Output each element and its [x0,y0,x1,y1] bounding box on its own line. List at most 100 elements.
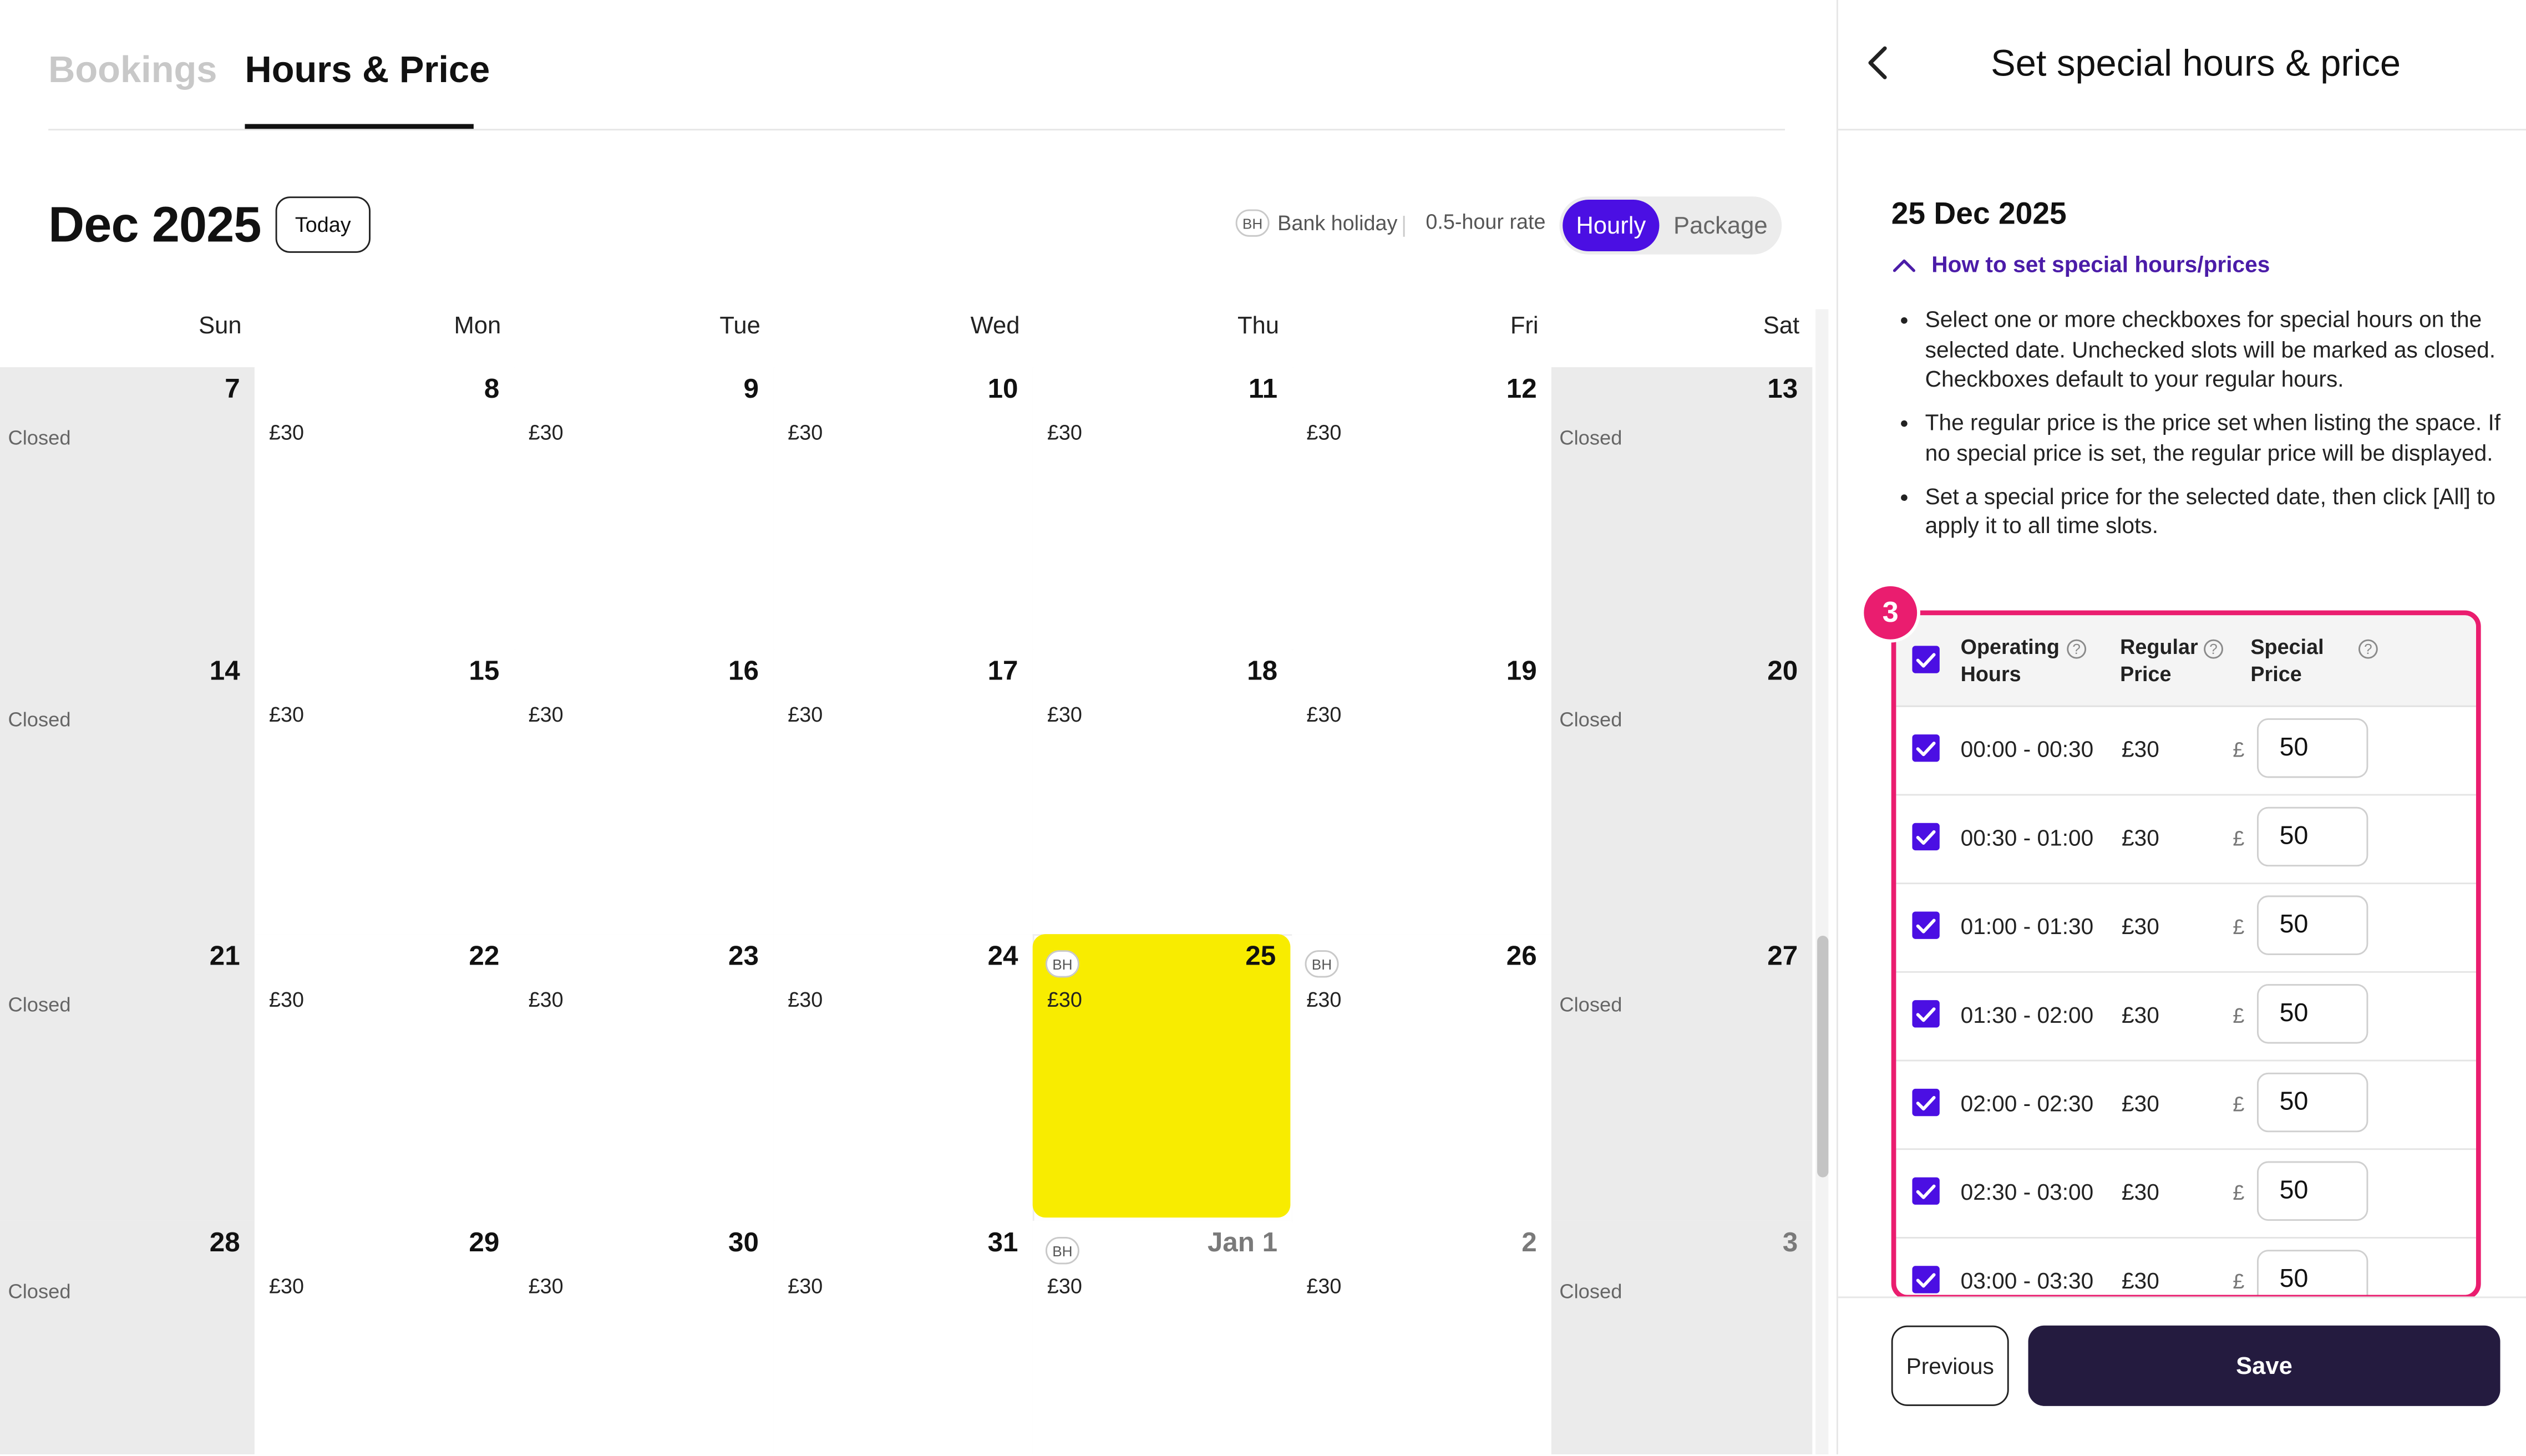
tab-bookings[interactable]: Bookings [48,48,217,90]
day-number: 26 [1506,940,1537,971]
calendar-day-cell[interactable]: 19 £30 [1292,649,1551,935]
calendar-day-cell[interactable]: 15 £30 [254,649,514,935]
column-special-price-line1: Special [2250,635,2324,659]
day-price: £30 [1047,987,1082,1012]
question-circle-icon[interactable]: ? [2067,639,2087,659]
scrollbar-track[interactable] [1815,309,1829,1454]
day-number: 16 [728,655,759,686]
column-regular-price-line1: Regular [2120,635,2198,659]
save-button[interactable]: Save [2028,1325,2500,1406]
calendar-day-cell[interactable]: Jan 1 £30 BH [1032,1220,1292,1454]
select-all-checkbox[interactable] [1912,646,1940,673]
calendar-day-cell[interactable]: 20 Closed [1551,649,1813,935]
day-number: 25 [1245,940,1276,971]
closed-label: Closed [1559,708,1622,732]
closed-label: Closed [1559,427,1622,450]
day-number: 18 [1247,655,1278,686]
calendar-day-cell[interactable]: 18 £30 [1032,649,1292,935]
calendar-day-cell[interactable]: 29 £30 [254,1220,514,1454]
instruction-item: Set a special price for the selected dat… [1925,481,2505,540]
calendar-day-cell[interactable]: 24 £30 [773,934,1033,1221]
column-regular-price-line2: Price [2120,662,2172,686]
legend-half-hour-label: 0.5-hour rate [1426,209,1546,234]
special-price-input[interactable] [2256,806,2368,867]
day-number: 10 [987,373,1018,404]
time-slots-table: Operating Hours ? Regular Price ? Specia… [1891,610,2481,1300]
chevron-left-icon[interactable] [1861,42,1900,83]
toggle-package[interactable]: Package [1673,211,1768,240]
previous-button[interactable]: Previous [1891,1325,2009,1406]
special-price-input[interactable] [2256,1250,2368,1295]
instructions-list: Select one or more checkboxes for specia… [1899,305,2505,554]
slot-checkbox[interactable] [1912,1000,1940,1028]
question-circle-icon[interactable]: ? [2358,639,2378,659]
month-title: Dec 2025 [48,196,261,253]
slot-time: 01:30 - 02:00 [1960,1002,2094,1028]
calendar-day-cell[interactable]: 28 Closed [0,1220,255,1454]
slot-checkbox[interactable] [1912,1088,1940,1117]
time-slot-row: 02:00 - 02:30 £30 £ [1896,1060,2476,1150]
day-number: 31 [987,1227,1018,1258]
today-button[interactable]: Today [275,196,371,253]
check-icon [1916,1095,1936,1110]
day-price: £30 [269,702,305,727]
special-price-input[interactable] [2256,1161,2368,1221]
calendar-day-cell[interactable]: 9 £30 [514,367,774,650]
calendar-pane: Bookings Hours & Price Dec 2025 Today BH… [0,48,1829,1454]
calendar-day-cell[interactable]: 23 £30 [514,934,774,1221]
toggle-hourly[interactable]: Hourly [1563,200,1660,251]
weekday-label: Mon [454,312,501,340]
tab-hours-price[interactable]: Hours & Price [245,48,490,90]
special-price-input[interactable] [2256,1072,2368,1133]
calendar-day-cell[interactable]: 16 £30 [514,649,774,935]
scrollbar-thumb[interactable] [1817,936,1829,1178]
instruction-item: The regular price is the price set when … [1925,408,2505,467]
calendar-day-cell[interactable]: 7 Closed [0,367,255,650]
day-price: £30 [1306,420,1342,445]
calendar-day-cell[interactable]: 22 £30 [254,934,514,1221]
calendar-day-cell[interactable]: 2 £30 [1292,1220,1551,1454]
calendar-day-cell[interactable]: 10 £30 [773,367,1033,650]
calendar-day-cell[interactable]: 13 Closed [1551,367,1813,650]
weekday-label: Wed [970,312,1020,340]
calendar-day-cell[interactable]: 21 Closed [0,934,255,1221]
calendar-day-cell[interactable]: 3 Closed [1551,1220,1813,1454]
closed-label: Closed [8,708,71,732]
day-number: 11 [1248,373,1278,404]
calendar-day-cell[interactable]: 26 £30 BH [1292,934,1551,1221]
special-price-input[interactable] [2256,984,2368,1044]
calendar-day-cell[interactable]: 8 £30 [254,367,514,650]
slot-checkbox[interactable] [1912,1266,1940,1293]
slot-time: 02:00 - 02:30 [1960,1090,2094,1117]
currency-symbol: £ [2233,1180,2245,1205]
time-slot-row: 02:30 - 03:00 £30 £ [1896,1148,2476,1239]
slot-regular-price: £30 [2122,1090,2159,1117]
special-price-input[interactable] [2256,895,2368,955]
calendar-day-cell[interactable]: 25 £30 BH [1032,934,1291,1218]
chevron-up-icon [1893,258,1915,271]
special-price-input[interactable] [2256,718,2368,778]
calendar-day-cell[interactable]: 17 £30 [773,649,1033,935]
calendar-day-cell[interactable]: 30 £30 [514,1220,774,1454]
time-slot-row: 00:00 - 00:30 £30 £ [1896,706,2476,796]
howto-toggle[interactable]: How to set special hours/prices [1893,251,2270,277]
slot-regular-price: £30 [2122,913,2159,939]
calendar-day-cell[interactable]: 12 £30 [1292,367,1551,650]
calendar-day-cell[interactable]: 27 Closed [1551,934,1813,1221]
day-number: 30 [728,1227,759,1258]
slot-checkbox[interactable] [1912,823,1940,851]
day-price: £30 [1306,987,1342,1012]
currency-symbol: £ [2233,1003,2245,1028]
slot-checkbox[interactable] [1912,911,1940,939]
calendar-day-cell[interactable]: 31 £30 [773,1220,1033,1454]
day-number: 21 [209,940,240,971]
slot-checkbox[interactable] [1912,734,1940,762]
calendar-day-cell[interactable]: 11 £30 [1032,367,1292,650]
weekday-label: Fri [1510,312,1539,340]
question-circle-icon[interactable]: ? [2204,639,2223,659]
bh-badge-icon: BH [1045,1237,1079,1265]
calendar-day-cell[interactable]: 14 Closed [0,649,255,935]
day-number: Jan 1 [1207,1227,1278,1258]
day-price: £30 [269,1274,305,1298]
slot-checkbox[interactable] [1912,1177,1940,1205]
